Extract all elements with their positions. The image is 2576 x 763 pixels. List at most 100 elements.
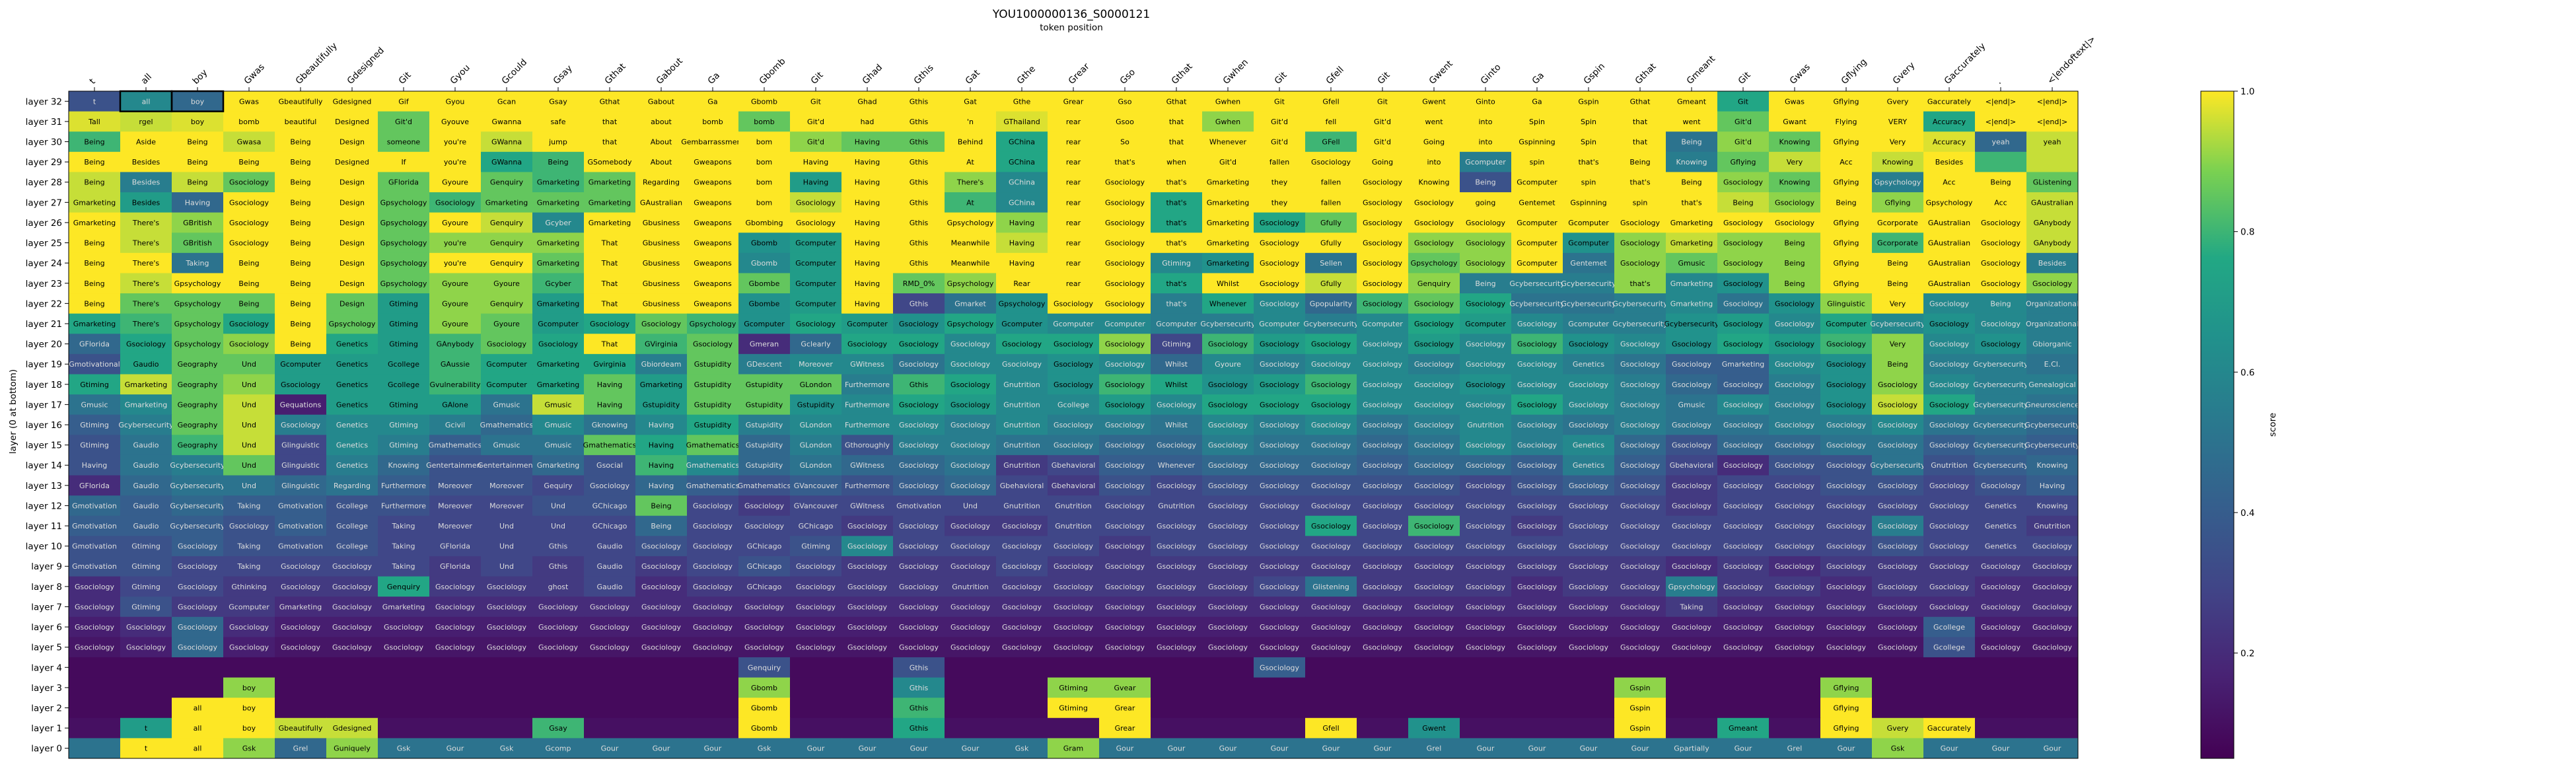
heatmap-cell: [635, 717, 688, 739]
heatmap-cell: [1872, 698, 1924, 719]
cell-label: Gcybersecurity: [1303, 320, 1359, 328]
heatmap-cell: [429, 454, 482, 476]
heatmap-cell: [945, 151, 997, 172]
heatmap-cell: [1872, 172, 1924, 193]
heatmap-cell: [584, 334, 636, 355]
heatmap-cell: [172, 233, 224, 254]
heatmap-cell: [1666, 313, 1718, 334]
heatmap-cell: [1099, 131, 1151, 153]
heatmap-cell: [996, 252, 1048, 273]
cell-label: Und: [242, 482, 256, 490]
heatmap-cell: [1254, 435, 1306, 456]
cell-label: Gsociology: [538, 340, 579, 349]
heatmap-cell: [1820, 151, 1873, 172]
cell-label: Regarding: [334, 482, 371, 490]
heatmap-cell: [275, 273, 327, 294]
heatmap-cell: [1872, 414, 1924, 435]
cell-label: GAnybody: [437, 340, 474, 349]
cell-label: Gsociology: [950, 340, 991, 349]
heatmap-cell: [635, 657, 688, 678]
cell-label: Gsociology: [847, 623, 888, 632]
cell-label: Gsociology: [1105, 400, 1145, 409]
heatmap-cell: [2026, 91, 2079, 112]
heatmap-cell: [945, 131, 997, 153]
cell-label: Gsociology: [1569, 400, 1609, 409]
cell-label: Gthis: [549, 562, 568, 571]
cell-label: Gaccurately: [1927, 724, 1972, 733]
cell-label: Besides: [2038, 259, 2067, 268]
heatmap-cell: [1048, 131, 1100, 153]
cell-label: Being: [84, 299, 104, 308]
heatmap-cell: [1048, 212, 1100, 233]
heatmap-cell: [893, 353, 945, 375]
y-tick-label: layer 12: [26, 501, 62, 511]
cell-label: Being: [1990, 178, 2011, 187]
cell-label: Having: [1009, 259, 1035, 268]
heatmap-cell: [120, 192, 172, 213]
heatmap-cell: [2026, 111, 2079, 132]
cell-label: Whilst: [1165, 381, 1188, 389]
heatmap-cell: [1717, 151, 1770, 172]
heatmap-cell: [996, 91, 1048, 112]
heatmap-cell: [1820, 252, 1873, 273]
heatmap-cell: [429, 677, 482, 698]
cell-label: Gsk: [242, 745, 256, 753]
cell-label: Git: [810, 97, 822, 106]
cell-label: Gsociology: [435, 198, 476, 207]
y-tick-label: layer 16: [26, 420, 62, 431]
heatmap-cell: [223, 111, 275, 132]
cell-label: Gmotivation: [72, 562, 117, 571]
heatmap-cell: [1048, 313, 1100, 334]
heatmap-cell: [635, 414, 688, 435]
heatmap-cell: [1923, 192, 1976, 213]
heatmap-cell: [1872, 273, 1924, 294]
cell-label: Gsociology: [847, 643, 888, 652]
cell-label: t: [145, 745, 148, 753]
cell-label: Gcyber: [545, 219, 571, 227]
cell-label: GChina: [1009, 158, 1035, 166]
cell-label: Whilst: [1217, 279, 1240, 288]
cell-label: Flying: [1836, 118, 1857, 126]
y-tick-label: layer 10: [26, 542, 62, 552]
heatmap-cell: [584, 414, 636, 435]
heatmap-cell: [532, 151, 585, 172]
colorbar: [2200, 91, 2235, 759]
cell-label: Moreover: [438, 482, 472, 490]
heatmap-cell: [275, 252, 327, 273]
heatmap-cell: [893, 394, 945, 416]
cell-label: Gour: [2044, 745, 2061, 753]
cell-label: Gmeran: [750, 340, 779, 349]
heatmap-cell: [532, 252, 585, 273]
heatmap-cell: [275, 334, 327, 355]
cell-label: Git: [1377, 97, 1388, 106]
y-tick-label: layer 15: [26, 441, 62, 451]
cell-label: Gembarrassment: [681, 138, 744, 147]
cell-label: Gaudio: [133, 360, 159, 369]
heatmap-cell: [738, 131, 791, 153]
heatmap-cell: [2026, 151, 2079, 172]
cell-label: Gsociology: [1517, 400, 1557, 409]
cell-label: Gmarketing: [73, 198, 116, 207]
cell-label: Gsociology: [1002, 542, 1042, 551]
cell-label: Gnutrition: [1467, 421, 1503, 429]
cell-label: Knowing: [1676, 158, 1707, 166]
heatmap-cell: [1151, 111, 1203, 132]
x-tick-label: Git: [397, 70, 413, 87]
cell-label: Gsociology: [950, 643, 991, 652]
heatmap-cell: [378, 394, 430, 416]
heatmap-cell: [1202, 374, 1254, 395]
cell-label: Gsociology: [1826, 501, 1867, 510]
heatmap-cell: [223, 394, 275, 416]
y-tick-label: layer 18: [26, 380, 62, 390]
cell-label: Gsociology: [641, 562, 682, 571]
heatmap-cell: [1511, 111, 1563, 132]
heatmap-cell: [790, 131, 842, 153]
heatmap-cell: [893, 495, 945, 517]
heatmap-cell: [378, 273, 430, 294]
heatmap-cell: [1975, 252, 2027, 273]
heatmap-cell: [1099, 252, 1151, 273]
heatmap-cell: [1872, 475, 1924, 496]
heatmap-cell: [2026, 475, 2079, 496]
heatmap-cell: [1666, 717, 1718, 739]
heatmap-cell: [1357, 212, 1409, 233]
